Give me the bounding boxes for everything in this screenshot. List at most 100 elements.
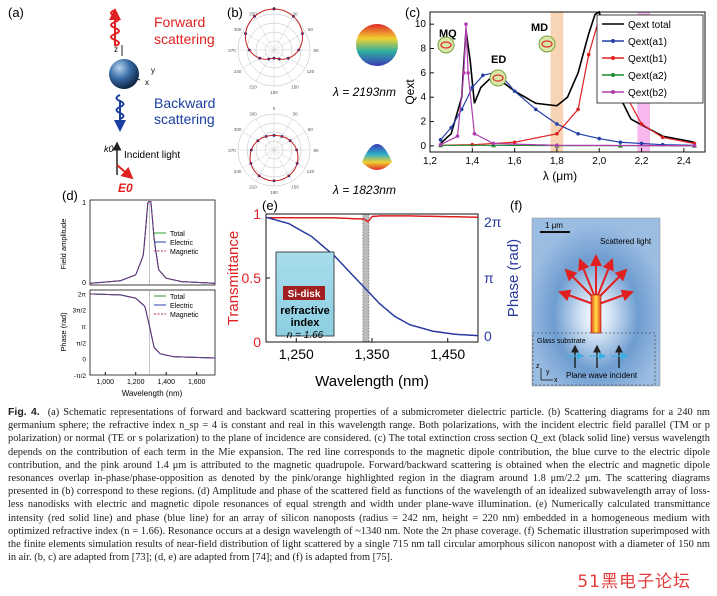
forward-label-2: scattering <box>154 31 215 47</box>
inset-line1: refractive <box>280 305 330 317</box>
scale-label: 1 μm <box>545 221 563 230</box>
legend-label: Qext(b1) <box>628 54 667 65</box>
resonance-band <box>362 213 370 343</box>
phase-line <box>90 293 215 359</box>
y-tick-label: 6 <box>420 68 426 79</box>
plot-frame <box>429 11 706 153</box>
polar-angle-tick: 330 <box>249 112 257 117</box>
dielectric-sphere <box>109 59 139 89</box>
polar-angle-tick: 90 <box>313 48 319 53</box>
x-tick-label: 1,4 <box>465 156 479 167</box>
amplitude-line <box>89 201 215 284</box>
series-marker <box>576 107 580 112</box>
y-axis-label-left: Transmittance <box>225 231 242 325</box>
panel-label-b: (b) <box>227 5 243 20</box>
sphere-backward-3d <box>362 144 392 170</box>
polar-angle-tick: 180 <box>270 90 278 95</box>
legend-marker <box>611 56 615 60</box>
y-axis-label-bottom: Phase (rad) <box>59 312 68 352</box>
series-marker <box>472 131 477 136</box>
mode-icon-ring <box>440 41 452 49</box>
x-tick-label: 1,000 <box>96 379 114 386</box>
panel-f: (f) 1 μm Scattered light Glass substrate… <box>510 198 661 387</box>
polar-spoke <box>273 118 293 151</box>
mode-icon <box>437 36 455 54</box>
amplitude-phase-chart: 1 0 2π 3π/2 π π/2 0 -π/2 1,000 1,200 1,400 1,600 Wav… <box>59 199 216 398</box>
series-line <box>440 16 695 146</box>
mode-icon-ring <box>541 40 553 48</box>
series-marker <box>555 143 559 148</box>
y-tick-label: 0 <box>420 141 426 152</box>
backward-label: Backward <box>154 95 215 111</box>
x-tick-label: 1,350 <box>354 346 389 362</box>
series-marker <box>449 125 453 130</box>
legend-marker <box>611 90 615 94</box>
legend-label: Qext(b2) <box>628 88 667 99</box>
series-marker <box>692 143 697 148</box>
plane-wave-label: Plane wave incident <box>566 371 638 380</box>
y-axis-label-right: Phase (rad) <box>505 239 522 317</box>
legend-label: Qext total <box>628 20 671 31</box>
polar-angle-tick: 240 <box>234 169 242 174</box>
legend-marker <box>611 73 615 77</box>
y-tick-label: 10 <box>415 19 427 30</box>
highlight-md-region <box>550 12 564 152</box>
polar-spoke <box>273 18 293 51</box>
series-marker <box>576 131 580 136</box>
f-axis-y-label: y <box>546 369 550 376</box>
polar-angle-tick: 150 <box>291 84 299 89</box>
polar-angle-tick: 60 <box>308 127 314 132</box>
figure-caption: Fig. 4. (a) Schematic representations of… <box>8 406 710 564</box>
right-tick-label: π <box>484 270 494 286</box>
x-tick-label: 2,0 <box>592 156 606 167</box>
x-tick-label: 1,450 <box>430 346 465 362</box>
bottom-frame <box>89 289 216 376</box>
polar-spoke <box>273 49 293 82</box>
polar-angle-tick: 30 <box>292 12 298 17</box>
series-marker <box>660 135 665 140</box>
polar-angle-tick: 60 <box>308 27 314 32</box>
amplitude-line <box>89 201 215 284</box>
series-marker <box>470 142 475 147</box>
polar-angle-tick: 0 <box>273 106 276 111</box>
polar-spoke <box>273 149 306 169</box>
polar-spoke <box>255 18 275 51</box>
inset-line2: index <box>291 317 321 329</box>
legend-marker <box>611 39 615 43</box>
lambda-forward: λ = 2193nm <box>332 85 396 99</box>
panel-label-a: (a) <box>8 5 24 20</box>
y-tick-label: 8 <box>420 44 426 55</box>
legend-label: Electric <box>170 303 193 310</box>
polar-angle-tick: 270 <box>228 48 236 53</box>
x-tick-label: 1,8 <box>550 156 564 167</box>
x-tick-label: 1,600 <box>188 379 206 386</box>
left-tick-label: 1 <box>253 206 261 222</box>
bottom-tick-label: 0 <box>82 357 86 364</box>
x-tick-label: 1,200 <box>127 379 145 386</box>
series-marker <box>466 71 470 75</box>
mode-icon <box>538 35 556 53</box>
watermark: 51黑电子论坛 <box>577 572 691 592</box>
panel-a: (a) Forward scattering z x y Backward sc… <box>8 5 215 195</box>
substrate-label: Glass substrate <box>537 338 586 345</box>
x-tick-label: 1,400 <box>157 379 175 386</box>
transmittance-line <box>266 215 478 223</box>
legend-label: Electric <box>170 240 193 247</box>
right-tick-label: 2π <box>484 214 502 230</box>
x-axis-label: λ (μm) <box>543 169 577 183</box>
incident-arrows <box>567 344 629 368</box>
top-tick-label: 1 <box>82 200 86 207</box>
scattered-label: Scattered light <box>600 237 652 246</box>
bottom-tick-label: -π/2 <box>74 373 86 380</box>
series-marker <box>555 131 559 136</box>
label-ed: ED <box>491 54 506 66</box>
x-tick-label: 2,2 <box>635 156 649 167</box>
k0-label: k0 <box>104 144 114 154</box>
bottom-tick-label: π/2 <box>76 340 86 347</box>
panel-b: (b) 0 30 60 90 120 150 180 210 240 270 300 330 0 30 6… <box>227 5 398 197</box>
y-axis-label: Qext <box>403 79 417 105</box>
series-marker <box>639 141 644 146</box>
